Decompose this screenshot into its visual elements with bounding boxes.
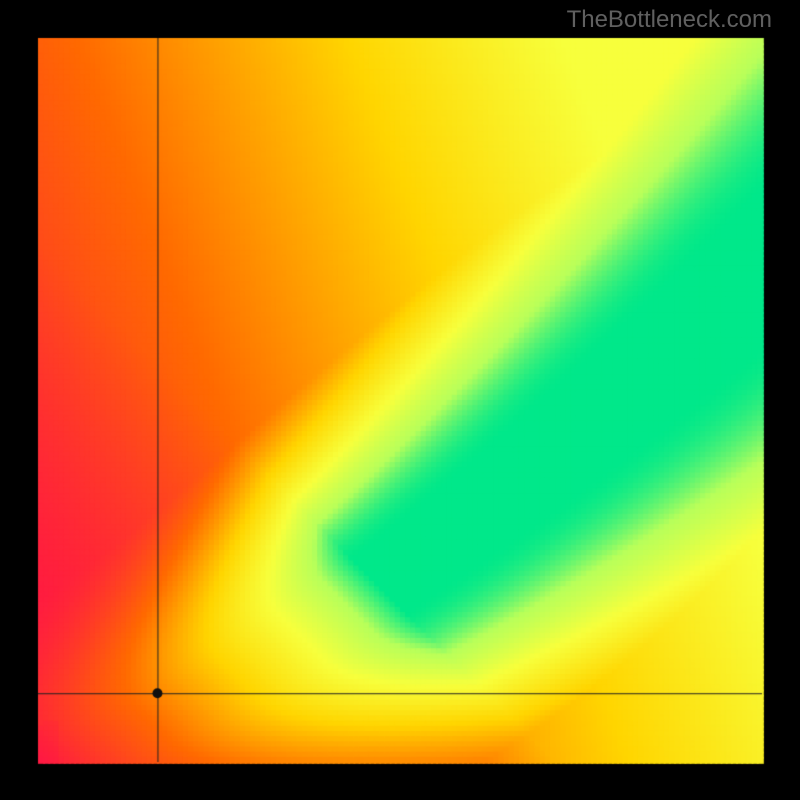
chart-container: TheBottleneck.com [0, 0, 800, 800]
bottleneck-heatmap [0, 0, 800, 800]
watermark-text: TheBottleneck.com [567, 6, 772, 34]
